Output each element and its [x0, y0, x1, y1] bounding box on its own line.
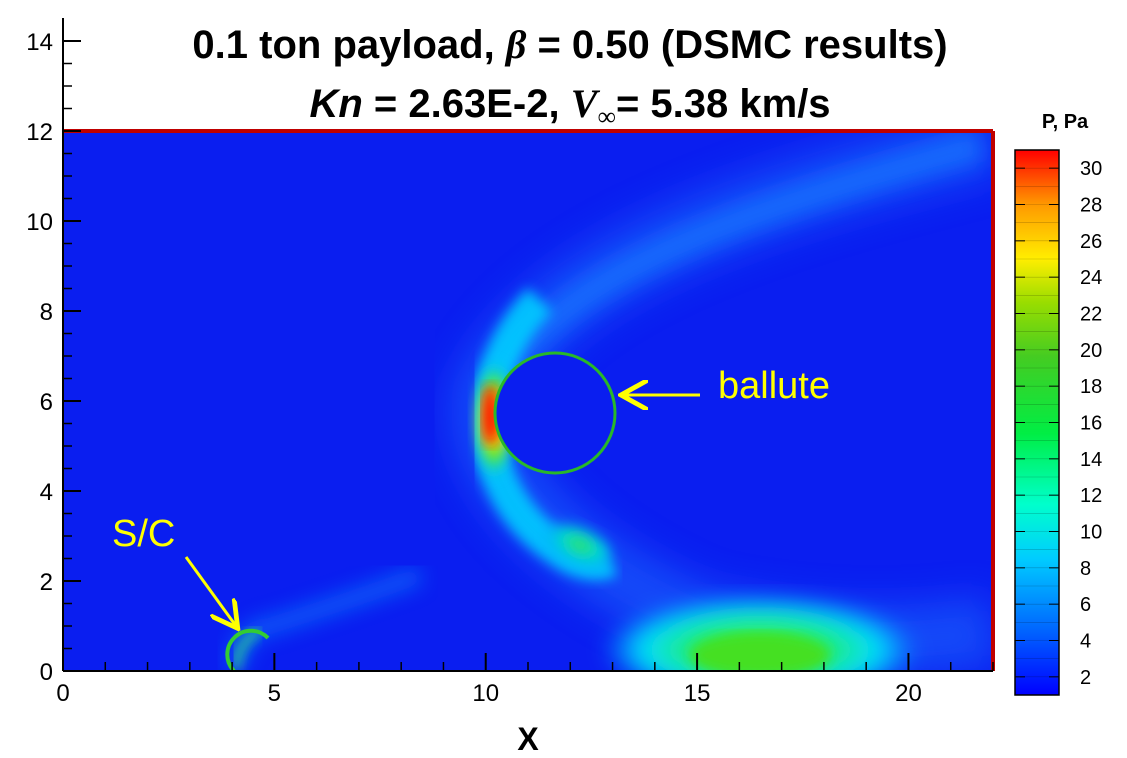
colorbar-label: P, Pa	[1042, 111, 1089, 133]
y-tick-label: 12	[26, 119, 53, 146]
colorbar-tick-label: 30	[1080, 158, 1102, 180]
pressure-field	[63, 131, 993, 671]
ballute-body	[493, 351, 617, 475]
colorbar-tick-label: 14	[1080, 449, 1102, 471]
colorbar-tick-label: 2	[1080, 667, 1091, 689]
y-tick-label: 6	[40, 389, 53, 416]
x-tick-label: 5	[268, 680, 281, 707]
arrow-sc	[184, 556, 236, 626]
x-tick-label: 20	[895, 680, 922, 707]
y-tick-label: 2	[40, 569, 53, 596]
x-ticks: 0 5 10 15 20	[56, 653, 994, 707]
x-tick-label: 0	[56, 680, 69, 707]
chart-title-line1: 0.1 ton payload, β = 0.50 (DSMC results)	[192, 22, 947, 67]
bow-shock-upper	[487, 131, 985, 388]
colorbar-tick-label: 20	[1080, 340, 1102, 362]
lower-shoulder-region	[542, 518, 618, 572]
x-axis-label: X	[517, 721, 539, 757]
colorbar-tick-label: 8	[1080, 558, 1091, 580]
wake-core	[690, 633, 830, 671]
colorbar-tick-label: 26	[1080, 231, 1102, 253]
colorbar-tick-label: 6	[1080, 594, 1091, 616]
colorbar-tick-label: 18	[1080, 376, 1102, 398]
stagnation-peak	[482, 385, 498, 445]
colorbar-tick-label: 12	[1080, 485, 1102, 507]
y-tick-label: 8	[40, 299, 53, 326]
spacecraft-body	[225, 628, 270, 671]
chart-title-line2: Kn = 2.63E-2, V∞= 5.38 km/s	[309, 81, 830, 131]
y-tick-label: 14	[26, 29, 53, 56]
annotation-sc: S/C	[112, 513, 175, 555]
colorbar-tick-label: 4	[1080, 631, 1091, 653]
colorbar-tick-label: 24	[1080, 267, 1102, 289]
y-tick-label: 4	[40, 479, 53, 506]
colorbar-tick-label: 16	[1080, 413, 1102, 435]
y-tick-label: 0	[40, 659, 53, 686]
colorbar-tick-label: 28	[1080, 195, 1102, 217]
colorbar-tick-label: 22	[1080, 304, 1102, 326]
annotation-ballute: ballute	[718, 365, 830, 407]
x-tick-label: 10	[472, 680, 499, 707]
x-tick-label: 15	[684, 680, 711, 707]
y-tick-label: 10	[26, 209, 53, 236]
colorbar-tick-label: 10	[1080, 522, 1102, 544]
y-ticks: 0 2 4 6 8 10 12 14	[26, 29, 81, 686]
